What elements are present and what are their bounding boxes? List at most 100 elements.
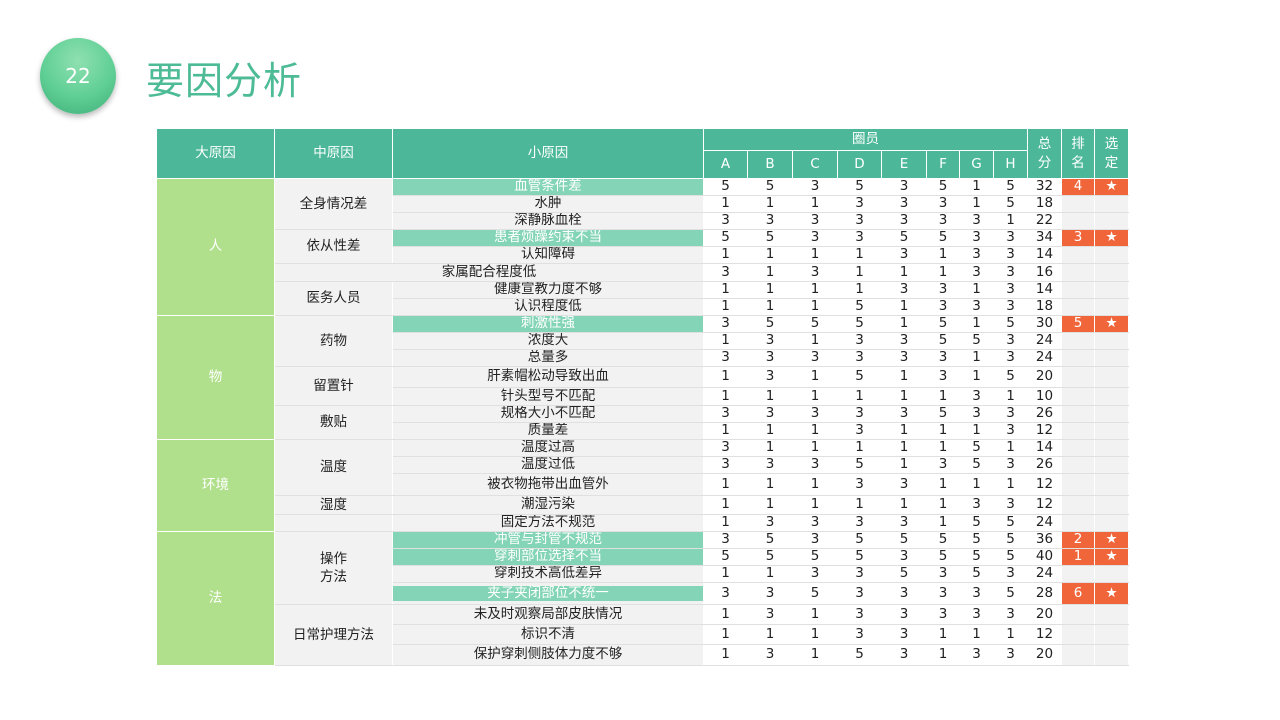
member-score-cell: 5 (703, 178, 748, 196)
member-score-cell: 3 (993, 644, 1028, 667)
select-cell (1094, 439, 1129, 457)
member-score-cell: 5 (747, 548, 793, 567)
member-score-cell: 3 (703, 315, 748, 333)
select-cell (1094, 422, 1129, 440)
member-score-cell: 1 (747, 246, 793, 264)
table-row: 温度过低 3 3 3 5 1 3 5 3 26 (157, 456, 1129, 474)
rank-cell: 6 (1061, 582, 1095, 606)
minor-cause-label: 被衣物拖带出血管外 (487, 475, 609, 492)
total-score-cell: 30 (1027, 315, 1062, 333)
rank-cell (1061, 514, 1095, 533)
member-score-cell: 3 (959, 298, 994, 316)
table-row: 水肿 1 1 1 3 3 3 1 5 18 (157, 195, 1129, 213)
member-score-cell: 3 (747, 514, 793, 533)
rank-cell (1061, 387, 1095, 406)
mid-cause-cell: 操作 方法 (274, 531, 393, 606)
member-score-cell: 3 (993, 281, 1028, 299)
member-score-cell: 1 (747, 565, 793, 584)
rank-cell (1061, 246, 1095, 264)
member-score-cell: 3 (881, 582, 927, 606)
minor-cause-cell: 总量多 (392, 349, 704, 367)
member-score-cell: 5 (792, 548, 838, 567)
member-score-cell: 1 (881, 422, 927, 440)
member-score-cell: 3 (747, 349, 793, 367)
member-score-cell: 3 (926, 456, 960, 474)
member-score-cell: 3 (993, 246, 1028, 264)
total-score-cell: 12 (1027, 422, 1062, 440)
member-score-cell: 1 (703, 195, 748, 213)
mid-cause-cell: 湿度 (274, 495, 393, 516)
member-score-cell: 1 (926, 473, 960, 496)
rank-cell (1061, 495, 1095, 516)
minor-cause-label: 穿刺技术高低差异 (494, 565, 602, 582)
minor-cause-cell: 温度过低 (392, 456, 704, 474)
member-score-cell: 5 (926, 531, 960, 550)
total-score-cell: 14 (1027, 439, 1062, 457)
minor-cause-label: 水肿 (534, 195, 562, 212)
member-score-cell: 3 (837, 195, 882, 213)
member-score-cell: 1 (703, 473, 748, 496)
member-score-cell: 5 (837, 366, 882, 388)
table-row: 湿度 潮湿污染 1 1 1 1 1 1 3 3 12 (157, 495, 1129, 516)
selected-star-icon: ★ (1094, 178, 1129, 196)
total-score-cell: 10 (1027, 387, 1062, 406)
header-member-d: D (837, 150, 882, 179)
member-score-cell: 3 (747, 644, 793, 667)
header-select: 选 定 (1094, 128, 1129, 179)
select-cell (1094, 405, 1129, 423)
rank-cell (1061, 349, 1095, 367)
minor-cause-label: 穿刺部位选择不当 (393, 549, 703, 565)
member-score-cell: 3 (881, 281, 927, 299)
minor-cause-label: 潮湿污染 (521, 496, 575, 513)
table-row: 针头型号不匹配 1 1 1 1 1 1 3 1 10 (157, 387, 1129, 406)
member-score-cell: 1 (703, 281, 748, 299)
member-score-cell: 1 (959, 366, 994, 388)
member-score-cell: 1 (792, 298, 838, 316)
member-score-cell: 3 (703, 439, 748, 457)
total-score-cell: 14 (1027, 281, 1062, 299)
member-score-cell: 5 (837, 456, 882, 474)
member-score-cell: 1 (926, 624, 960, 646)
member-score-cell: 3 (747, 366, 793, 388)
minor-cause-cell: 深静脉血栓 (392, 212, 704, 230)
member-score-cell: 1 (792, 281, 838, 299)
table-row: 穿刺部位选择不当 5 5 5 5 3 5 5 5 40 1 ★ (157, 548, 1129, 567)
total-score-cell: 12 (1027, 624, 1062, 646)
minor-cause-label: 温度过高 (521, 439, 575, 456)
member-score-cell: 3 (837, 422, 882, 440)
rank-cell (1061, 439, 1095, 457)
minor-cause-cell: 认知障碍 (392, 246, 704, 264)
total-score-cell: 22 (1027, 212, 1062, 230)
minor-cause-cell: 穿刺技术高低差异 (392, 565, 704, 584)
minor-cause-cell: 温度过高 (392, 439, 704, 457)
member-score-cell: 5 (747, 229, 793, 247)
slide-number: 22 (65, 64, 91, 88)
member-score-cell: 3 (959, 263, 994, 282)
select-cell (1094, 195, 1129, 213)
member-score-cell: 3 (881, 212, 927, 230)
member-score-cell: 1 (747, 439, 793, 457)
select-cell (1094, 644, 1129, 667)
member-score-cell: 3 (959, 644, 994, 667)
member-score-cell: 3 (993, 263, 1028, 282)
select-cell (1094, 473, 1129, 496)
minor-cause-cell: 固定方法不规范 (392, 514, 704, 533)
member-score-cell: 5 (926, 405, 960, 423)
minor-cause-cell: 保护穿刺侧肢体力度不够 (392, 644, 704, 667)
member-score-cell: 1 (703, 495, 748, 516)
member-score-cell: 3 (837, 582, 882, 606)
member-score-cell: 1 (959, 178, 994, 196)
member-score-cell: 3 (747, 582, 793, 606)
header-member-h: H (993, 150, 1028, 179)
member-score-cell: 1 (926, 439, 960, 457)
member-score-cell: 3 (881, 405, 927, 423)
mid-cause-cell: 敷贴 (274, 405, 393, 440)
minor-cause-label: 冲管与封管不规范 (393, 532, 703, 548)
total-score-cell: 24 (1027, 565, 1062, 584)
select-cell (1094, 246, 1129, 264)
member-score-cell: 3 (993, 495, 1028, 516)
rank-cell (1061, 644, 1095, 667)
member-score-cell: 5 (959, 514, 994, 533)
member-score-cell: 1 (881, 387, 927, 406)
member-score-cell: 5 (747, 178, 793, 196)
